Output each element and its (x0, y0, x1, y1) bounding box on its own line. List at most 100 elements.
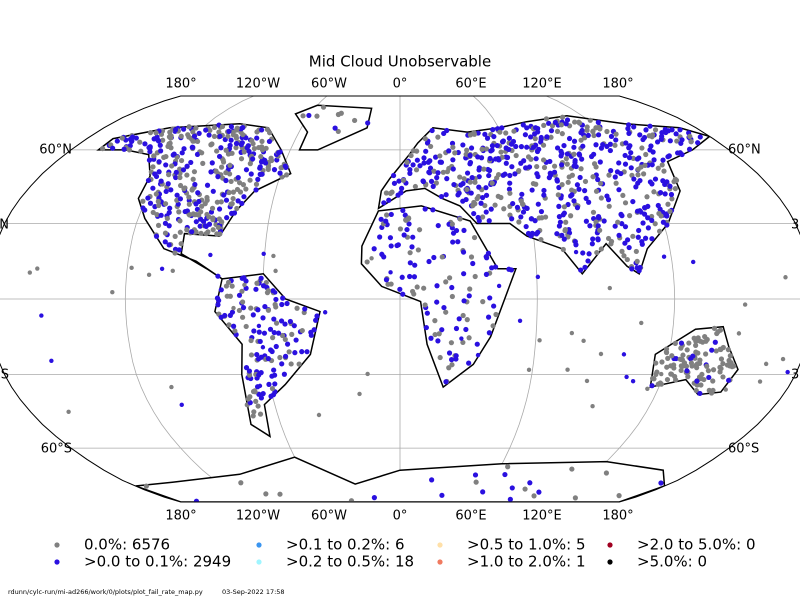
station-dot (437, 354, 443, 361)
station-dot (175, 201, 181, 207)
station-dot (624, 374, 629, 380)
station-dot (410, 234, 416, 240)
station-dot (206, 214, 212, 220)
station-dot (663, 346, 670, 352)
station-dot (280, 295, 286, 301)
station-dot (208, 169, 214, 175)
station-dot (256, 391, 262, 397)
station-dot (156, 202, 162, 209)
station-dot (449, 362, 455, 368)
station-dot (233, 145, 239, 151)
station-dot (587, 223, 593, 229)
station-dot (279, 174, 285, 180)
station-dot (251, 409, 257, 415)
station-dot (371, 246, 377, 252)
station-dot (541, 187, 547, 194)
station-dot (713, 348, 719, 354)
station-dot (560, 246, 566, 253)
station-dot (173, 174, 179, 181)
station-dot (581, 338, 586, 344)
legend-marker (607, 559, 613, 565)
station-dot (491, 133, 497, 140)
station-dot (147, 130, 154, 136)
station-dot (186, 212, 193, 218)
station-dot (563, 121, 569, 127)
station-dot (642, 235, 649, 241)
station-dot (209, 205, 216, 211)
station-dot (706, 387, 712, 393)
station-dot (622, 152, 628, 159)
station-dot (533, 231, 540, 237)
station-dot (630, 233, 636, 239)
station-dot (487, 155, 493, 162)
station-dot (661, 168, 667, 174)
station-dot (605, 235, 612, 242)
station-dot (162, 239, 168, 245)
station-dot (475, 193, 482, 200)
station-dot (649, 236, 655, 242)
station-dot (594, 249, 600, 256)
station-dot (260, 391, 266, 397)
lon-label-top: 180° (165, 77, 196, 92)
station-dot (155, 198, 161, 205)
station-dot (674, 138, 680, 144)
station-dot (386, 197, 392, 203)
station-dot (414, 157, 420, 163)
station-dot (528, 134, 534, 140)
station-dot (589, 241, 595, 247)
station-dot (700, 339, 706, 345)
station-dot (731, 363, 737, 369)
station-dot (626, 145, 632, 151)
station-dot (483, 209, 489, 215)
station-dot (665, 154, 671, 160)
station-dot (558, 122, 565, 128)
station-dot (381, 200, 387, 206)
station-dot (525, 154, 532, 160)
station-dot (631, 176, 637, 182)
station-dot (535, 173, 541, 180)
station-dot (456, 190, 462, 196)
station-dot (446, 365, 452, 371)
station-dot (250, 156, 256, 162)
station-dot (245, 143, 251, 149)
station-dot (258, 395, 264, 401)
station-dot (637, 264, 643, 271)
station-dot (431, 254, 437, 261)
station-dot (464, 170, 471, 176)
station-dot (287, 318, 293, 325)
station-dot (288, 361, 294, 367)
station-dot (383, 218, 389, 224)
station-dot (595, 119, 601, 125)
station-dot (641, 134, 648, 141)
station-dot (622, 240, 628, 246)
station-dot (502, 171, 508, 177)
station-dot (649, 162, 655, 168)
station-dot (500, 138, 507, 144)
station-dot (272, 372, 278, 378)
station-dot (639, 238, 645, 245)
station-dot (521, 158, 527, 164)
station-dot (506, 146, 512, 153)
station-dot (195, 190, 201, 196)
station-dot (184, 163, 190, 169)
station-dot (306, 112, 312, 119)
station-dot (421, 285, 427, 291)
station-dot (260, 345, 266, 350)
station-dot (302, 306, 308, 312)
station-dot (200, 160, 206, 166)
station-dot (507, 180, 513, 186)
station-dot (248, 305, 254, 311)
station-dot (519, 191, 525, 197)
station-dot (172, 233, 178, 239)
station-dot (443, 309, 449, 315)
station-dot (636, 227, 642, 234)
station-dot (271, 367, 277, 373)
station-dot (218, 287, 224, 293)
station-dot (229, 150, 235, 156)
station-dot (660, 157, 666, 163)
station-dot (407, 170, 413, 176)
station-dot (158, 212, 164, 218)
legend-label: >0.2 to 0.5%: 18 (286, 553, 414, 571)
station-dot (263, 491, 269, 497)
station-dot (569, 466, 575, 472)
